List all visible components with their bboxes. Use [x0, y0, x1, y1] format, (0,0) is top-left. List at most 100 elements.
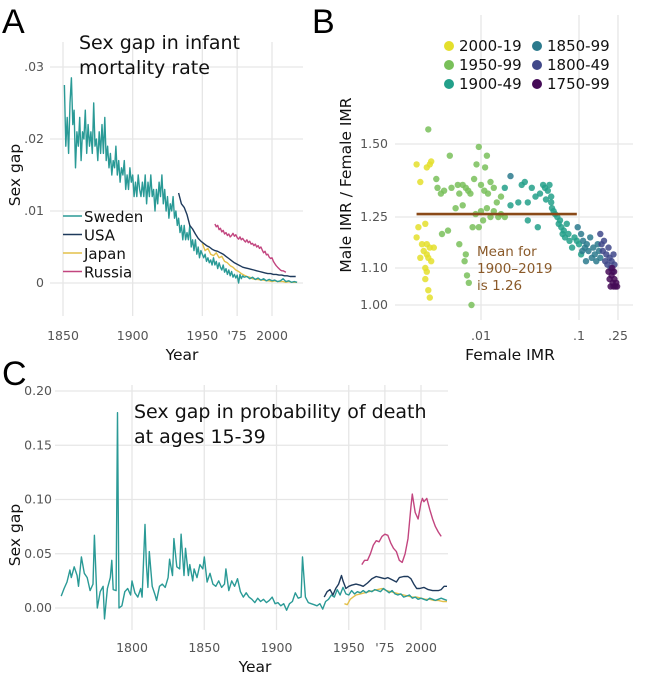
y-tick-label: 0.00: [24, 600, 52, 615]
x-tick-label: 2000: [405, 640, 437, 655]
scatter-point-1900-49: [524, 199, 531, 206]
y-tick-label: 0.10: [24, 492, 52, 507]
scatter-point-1850-99: [574, 224, 581, 231]
scatter-point-1950-99: [469, 224, 476, 231]
x-tick-label: 1900: [117, 328, 149, 343]
scatter-point-1950-99: [456, 241, 463, 248]
scatter-point-1900-49: [548, 193, 555, 200]
scatter-point-1900-49: [566, 237, 573, 244]
x-tick-label: 1900: [261, 640, 293, 655]
scatter-point-2000-19: [413, 161, 420, 168]
scatter-point-1900-49: [542, 196, 550, 203]
legend-label-1750-99: 1750-99: [547, 75, 610, 93]
scatter-point-1950-99: [425, 126, 432, 133]
y-tick-label: .03: [24, 59, 44, 74]
scatter-point-1900-49: [507, 202, 514, 209]
panel-a-title-line1: Sex gap in infant: [79, 32, 240, 54]
legend-label-russia: Russia: [84, 264, 132, 282]
x-tick-label: .25: [608, 328, 628, 343]
scatter-point-1950-99: [479, 217, 487, 224]
x-tick-label: .1: [573, 328, 585, 343]
scatter-point-1900-49: [563, 220, 570, 227]
x-tick-label: 1850: [47, 328, 79, 343]
y-tick-label: 0.05: [24, 546, 52, 561]
scatter-point-2000-19: [425, 287, 432, 294]
scatter-point-1900-49: [528, 184, 535, 191]
y-tick-label: .01: [24, 203, 44, 218]
scatter-point-1750-99: [613, 283, 621, 290]
y-tick-label: 0: [36, 275, 44, 290]
y-tick-label: 1.00: [360, 297, 388, 312]
y-tick-label: 1.10: [360, 260, 388, 275]
scatter-point-2000-19: [428, 158, 435, 165]
scatter-point-1900-49: [521, 178, 528, 186]
scatter-point-2000-19: [420, 247, 427, 255]
series-line-sweden: [63, 77, 298, 284]
y-tick-label: 1.50: [360, 136, 388, 151]
scatter-point-1900-49: [534, 224, 541, 231]
scatter-point-1850-99: [587, 234, 594, 241]
legend-dot-1900-49: [444, 79, 454, 89]
panel-a-chart: 1850 1900 1950 '75 2000 0 .01 .02 .03 Sex gap in…: [6, 32, 303, 364]
panel-a-x-label: Year: [165, 346, 199, 364]
scatter-point-2000-19: [423, 164, 430, 171]
legend-label-sweden: Sweden: [84, 208, 143, 226]
panel-b-x-label: Female IMR: [465, 346, 555, 364]
panel-c-title-line2: at ages 15-39: [134, 426, 266, 448]
panel-a-title-line2: mortality rate: [79, 57, 210, 79]
series-line-usa: [177, 192, 296, 278]
scatter-point-1850-99: [597, 254, 604, 261]
scatter-point-1800-49: [600, 237, 608, 244]
scatter-point-1950-99: [463, 272, 471, 279]
panel-c-title-line1: Sex gap in probability of death: [134, 401, 427, 423]
mean-annotation-line: is 1.26: [477, 278, 522, 294]
scatter-point-1900-49: [536, 190, 544, 197]
scatter-point-1950-99: [477, 181, 485, 189]
panel-letter-a: A: [2, 3, 25, 41]
panel-b-y-label: Male IMR / Female IMR: [337, 97, 355, 272]
scatter-point-2000-19: [417, 254, 424, 261]
scatter-point-1950-99: [487, 178, 494, 186]
scatter-point-1950-99: [437, 190, 445, 197]
legend-dot-1850-99: [532, 41, 542, 51]
scatter-point-1900-49: [544, 187, 551, 194]
scatter-point-1900-49: [515, 199, 522, 206]
scatter-point-1950-99: [433, 175, 440, 183]
series-line-usa: [323, 574, 447, 598]
legend-label-1900-49: 1900-49: [459, 75, 522, 93]
scatter-point-1850-99: [579, 247, 586, 255]
series-line-sweden: [60, 412, 448, 620]
scatter-point-1950-99: [497, 193, 505, 200]
scatter-point-1850-99: [582, 258, 590, 265]
scatter-point-1800-49: [597, 230, 604, 238]
scatter-point-1750-99: [610, 268, 618, 275]
scatter-point-1950-99: [470, 175, 478, 183]
scatter-point-1950-99: [468, 301, 475, 309]
panel-letter-c: C: [2, 355, 27, 393]
scatter-point-1950-99: [483, 152, 491, 159]
scatter-point-1950-99: [487, 213, 494, 221]
scatter-point-1950-99: [465, 279, 472, 286]
y-tick-label: 0.15: [24, 437, 52, 452]
scatter-point-2000-19: [430, 244, 437, 251]
scatter-point-1900-49: [532, 193, 539, 200]
scatter-point-2000-19: [428, 258, 435, 265]
x-tick-label: 1950: [186, 328, 218, 343]
scatter-point-1950-99: [493, 199, 500, 206]
mean-annotation-line: Mean for: [477, 244, 537, 260]
scatter-point-1800-49: [610, 251, 617, 258]
panel-b-chart: .01 .1 .25 1.00 1.10 1.25 1.50 Mean for1900–20…: [337, 15, 633, 364]
scatter-point-1850-99: [590, 244, 597, 251]
scatter-point-2000-19: [423, 268, 430, 275]
scatter-point-1950-99: [454, 181, 461, 189]
scatter-point-2000-19: [415, 224, 422, 231]
scatter-point-1950-99: [434, 184, 441, 191]
panel-c-chart: 1800 1850 1900 1950 '75 2000 0.00 0.05 0.10 0.15 0…: [6, 383, 448, 676]
scatter-point-2000-19: [426, 294, 433, 301]
scatter-point-1950-99: [473, 161, 480, 168]
scatter-point-1950-99: [438, 230, 446, 238]
scatter-point-2000-19: [418, 241, 426, 248]
x-tick-label: '75: [227, 328, 246, 343]
